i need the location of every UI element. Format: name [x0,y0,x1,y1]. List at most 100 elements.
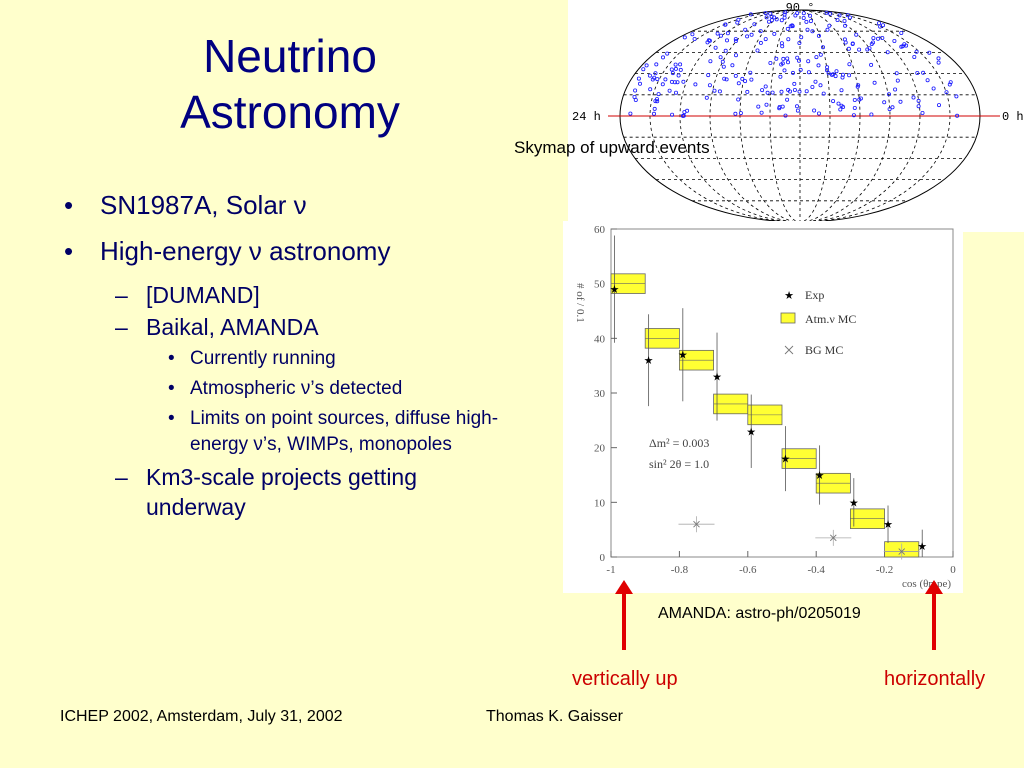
skymap-event-marker [801,11,806,16]
skymap-event-marker [717,89,722,94]
x-tick-label: -0.2 [876,564,893,576]
skymap-event-marker [740,76,745,81]
skymap-event-marker [816,33,821,38]
skymap-event-marker [851,113,856,118]
sub-sub-bullet-item: Limits on point sources, diffuse high-en… [60,406,500,458]
skymap-event-marker [816,111,821,116]
skymap-caption: Skymap of upward events [514,138,710,157]
skymap-top-label: 90 ° [786,1,815,15]
exp-marker: ★ [917,541,927,553]
skymap-event-marker [779,62,784,67]
skymap-event-marker [758,40,763,45]
skymap-event-marker [915,71,920,76]
skymap-right-label: 0 h [1002,110,1024,124]
skymap-event-marker [641,67,646,72]
skymap-event-marker [914,49,919,54]
skymap-event-marker [650,77,655,82]
skymap-event-marker [720,59,725,64]
skymap-event-marker [673,62,678,67]
skymap-event-marker [827,23,832,28]
skymap-event-marker [638,81,643,86]
skymap-event-marker [655,77,660,82]
skymap-event-marker [821,91,826,96]
skymap-event-marker [808,19,813,24]
skymap-event-marker [944,90,949,95]
skymap-event-marker [795,108,800,113]
skymap-event-marker [820,45,825,50]
horizontally-label: horizontally [884,668,986,690]
skymap-event-marker [723,22,728,27]
skymap-event-marker [760,88,765,93]
skymap-event-marker [655,99,660,104]
skymap-event-marker [852,98,857,103]
skymap-event-marker [840,75,845,80]
skymap-event-marker [663,77,668,82]
skymap-event-marker [816,63,821,68]
skymap-event-marker [786,37,791,42]
skymap-event-marker [931,86,936,91]
legend-exp-symbol: ★ [784,290,794,302]
skymap-event-marker [797,41,802,46]
skymap-event-marker [785,26,790,31]
skymap-event-marker [806,59,811,64]
skymap-event-marker [798,67,803,72]
skymap-event-marker [763,11,768,16]
skymap-event-marker [733,37,738,42]
skymap-panel: 90 ° 24 h 0 h [568,0,1024,232]
skymap-event-marker [779,41,784,46]
skymap-event-marker [682,35,687,40]
legend-bg-label: BG MC [805,343,843,357]
skymap-event-marker [636,76,641,81]
skymap-event-marker [682,110,687,115]
skymap-event-marker [788,24,793,29]
skymap-event-marker [782,68,787,73]
exp-marker: ★ [644,355,654,367]
skymap-event-marker [804,89,809,94]
skymap-event-marker [869,112,874,117]
skymap-event-marker [797,89,802,94]
skymap-event-marker [833,74,838,79]
amanda-plot: 0 10 20 30 40 50 60 -1 -0.8 -0.6 -0.4 -0.2 0 # of / 0… [574,224,956,590]
skymap-event-marker [911,95,916,100]
skymap-event-marker [708,59,713,64]
skymap-event-marker [885,50,890,55]
arrow-vertically-up [615,580,633,650]
skymap-event-marker [756,104,761,109]
skymap-event-marker [936,60,941,65]
skymap-event-marker [713,45,718,50]
skymap-event-marker [777,105,782,110]
skymap-event-marker [839,88,844,93]
skymap-event-marker [916,104,921,109]
skymap-event-marker [916,98,921,103]
plot-legend: ★ Exp Atm.ν MC BG MC [780,288,856,357]
exp-marker: ★ [712,372,722,384]
skymap-event-marker [847,15,852,20]
skymap-event-marker [736,97,741,102]
bg-marker [898,548,906,555]
skymap-event-marker [818,83,823,88]
skymap-event-marker [755,48,760,53]
skymap-event-marker [748,70,753,75]
skymap-event-marker [826,71,831,76]
skymap-event-marker [892,39,897,44]
skymap-event-marker [792,81,797,86]
skymap-event-marker [692,37,697,42]
slide-title: Neutrino Astronomy [180,30,400,138]
skymap-event-marker [790,24,795,29]
skymap-event-marker [736,81,741,86]
skymap-event-marker [652,106,657,111]
skymap-event-marker [669,67,674,72]
skymap-event-marker [706,73,711,78]
skymap-event-marker [785,60,790,65]
x-tick-label: -0.8 [671,564,689,576]
exp-marker: ★ [746,426,756,438]
skymap-event-marker [782,12,787,17]
skymap-event-marker [894,71,899,76]
skymap-event-marker [810,85,815,90]
skymap-event-marker [707,83,712,88]
skymap-event-marker [856,83,861,88]
skymap-event-marker [733,53,738,58]
skymap-event-marker [772,31,777,36]
bullet-item: SN1987A, Solar ν [60,188,500,222]
annotation-dm2: Δm² = 0.003 [649,436,709,450]
